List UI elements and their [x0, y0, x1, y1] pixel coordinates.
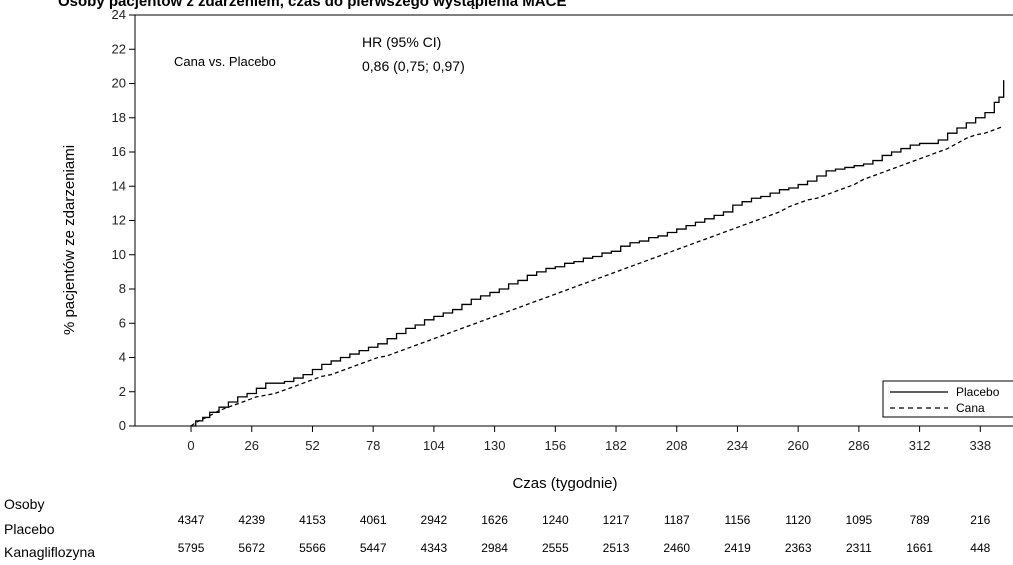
risk-cells: 4347 4239 4153 4061 2942 1626 1240 1217 1187 1156… — [178, 513, 991, 555]
y-tick-label: 0 — [119, 418, 126, 433]
y-tick-label: 2 — [119, 384, 126, 399]
risk-cell-kanagliflozyna: 2984 — [481, 541, 508, 555]
series-line-placebo — [191, 80, 1005, 427]
risk-cell-placebo: 1240 — [542, 513, 569, 527]
risk-cell-placebo: 1626 — [481, 513, 508, 527]
x-tick-label: 234 — [727, 438, 749, 453]
risk-row-label-kanagliflozyna: Kanagliflozyna — [4, 544, 95, 560]
risk-cell-kanagliflozyna: 2419 — [724, 541, 751, 555]
risk-cell-kanagliflozyna: 5566 — [299, 541, 326, 555]
risk-cell-kanagliflozyna: 2460 — [663, 541, 690, 555]
y-tick-label: 10 — [112, 247, 126, 262]
risk-cell-kanagliflozyna: 5672 — [238, 541, 265, 555]
y-axis-label: % pacjentów ze zdarzeniami — [61, 145, 78, 335]
x-tick-label: 286 — [848, 438, 870, 453]
risk-cell-kanagliflozyna: 2555 — [542, 541, 569, 555]
risk-table-header: Osoby — [4, 496, 44, 512]
y-tick-label: 12 — [112, 213, 126, 228]
legend-label-cana: Cana — [956, 401, 985, 415]
risk-cell-placebo: 1217 — [603, 513, 630, 527]
hr-value: 0,86 (0,75; 0,97) — [362, 58, 465, 74]
risk-cell-kanagliflozyna: 5447 — [360, 541, 387, 555]
x-tick-label: 26 — [245, 438, 259, 453]
risk-cell-placebo: 216 — [970, 513, 990, 527]
x-tick-label: 156 — [544, 438, 566, 453]
risk-cell-placebo: 789 — [910, 513, 930, 527]
y-tick-label: 8 — [119, 281, 126, 296]
risk-cell-placebo: 4153 — [299, 513, 326, 527]
risk-table: Osoby Placebo Kanagliflozyna 4347 4239 415… — [4, 496, 991, 560]
risk-cell-placebo: 4061 — [360, 513, 387, 527]
y-tick-label: 20 — [112, 76, 126, 91]
y-tick-label: 18 — [112, 110, 126, 125]
risk-cell-kanagliflozyna: 2363 — [785, 541, 812, 555]
x-tick-label: 208 — [666, 438, 688, 453]
x-tick-label: 338 — [969, 438, 991, 453]
series-lines — [190, 80, 1005, 427]
hr-header: HR (95% CI) — [362, 34, 441, 50]
x-axis: 0 26 52 78 104 130 156 182 208 234 260 286 312 338 — [187, 426, 991, 453]
y-tick-label: 22 — [112, 41, 126, 56]
y-tick-label: 24 — [112, 7, 126, 22]
risk-cell-placebo: 1095 — [846, 513, 873, 527]
risk-cell-kanagliflozyna: 2513 — [603, 541, 630, 555]
x-tick-label: 52 — [305, 438, 319, 453]
plot-frame — [134, 14, 1013, 427]
x-tick-label: 312 — [909, 438, 931, 453]
x-tick-label: 104 — [423, 438, 445, 453]
risk-row-label-placebo: Placebo — [4, 521, 55, 537]
chart-title: Osoby pacjentów z zdarzeniem, czas do pi… — [58, 0, 566, 10]
y-tick-label: 16 — [112, 144, 126, 159]
legend: Placebo Cana — [882, 380, 1013, 418]
comparison-label: Cana vs. Placebo — [174, 54, 276, 69]
risk-cell-kanagliflozyna: 5795 — [178, 541, 205, 555]
risk-cell-kanagliflozyna: 4343 — [421, 541, 448, 555]
risk-cell-placebo: 1187 — [664, 513, 690, 527]
risk-cell-placebo: 4347 — [178, 513, 205, 527]
legend-label-placebo: Placebo — [956, 385, 1000, 399]
y-tick-label: 4 — [119, 350, 126, 365]
risk-cell-kanagliflozyna: 2311 — [846, 541, 872, 555]
y-tick-label: 14 — [112, 178, 126, 193]
x-tick-label: 0 — [187, 438, 194, 453]
risk-cell-placebo: 1120 — [785, 513, 811, 527]
risk-cell-kanagliflozyna: 448 — [970, 541, 990, 555]
risk-cell-placebo: 2942 — [421, 513, 448, 527]
risk-cell-placebo: 4239 — [238, 513, 265, 527]
x-axis-label: Czas (tygodnie) — [512, 475, 617, 492]
x-tick-label: 182 — [605, 438, 627, 453]
x-tick-label: 130 — [484, 438, 506, 453]
series-line-cana — [190, 125, 1004, 427]
y-tick-label: 6 — [119, 315, 126, 330]
risk-cell-kanagliflozyna: 1661 — [906, 541, 933, 555]
legend-box — [882, 380, 1013, 418]
x-tick-label: 78 — [366, 438, 380, 453]
x-tick-label: 260 — [787, 438, 809, 453]
risk-cell-placebo: 1156 — [725, 513, 751, 527]
